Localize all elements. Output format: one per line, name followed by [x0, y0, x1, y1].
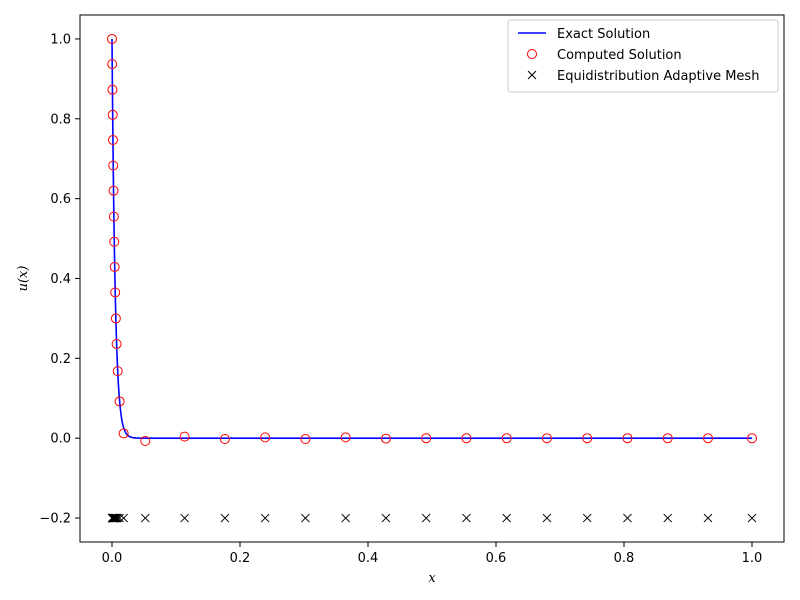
computed-point: [541, 433, 552, 444]
x-tick-label: 0.0: [102, 551, 123, 566]
computed-point: [108, 185, 119, 196]
computed-point: [107, 33, 117, 44]
computed-point: [118, 428, 129, 439]
legend: Exact Solution Computed Solution Equidis…: [507, 19, 779, 93]
x-axis-label: x: [428, 571, 436, 586]
computed-point: [662, 433, 673, 444]
computed-point: [179, 431, 190, 442]
computed-point: [421, 433, 432, 444]
mesh-point: [663, 513, 673, 523]
x-tick-label: 0.2: [230, 551, 251, 566]
legend-exact-solution-label: Exact Solution: [557, 27, 650, 42]
series-layer: [107, 33, 757, 523]
computed-point: [112, 366, 123, 377]
y-tick-label: 0.8: [50, 112, 71, 127]
plot-background: [80, 15, 784, 542]
computed-point: [461, 433, 472, 444]
x-tick-label: 0.8: [614, 551, 635, 566]
y-tick-label: 0.0: [50, 432, 71, 447]
computed-point: [109, 236, 120, 247]
x-tick-label: 0.4: [358, 551, 379, 566]
legend-computed-solution-swatch: [527, 49, 537, 59]
computed-point: [622, 433, 633, 444]
computed-point: [107, 134, 118, 145]
computed-point: [107, 84, 118, 95]
mesh-point: [301, 513, 310, 523]
mesh-point: [180, 513, 189, 523]
computed-point: [108, 211, 119, 222]
computed-point: [747, 433, 757, 444]
computed-point: [114, 396, 125, 407]
computed-point: [219, 433, 230, 444]
y-tick-label: −0.2: [39, 512, 71, 527]
computed-point: [260, 432, 271, 443]
x-tick-label: 0.6: [486, 551, 507, 566]
legend-adaptive-mesh-label: Equidistribution Adaptive Mesh: [557, 69, 759, 84]
mesh-point: [703, 513, 713, 523]
mesh-point: [542, 513, 552, 523]
mesh-point: [341, 513, 351, 523]
x-tick-label: 1.0: [742, 551, 763, 566]
y-tick-label: 1.0: [50, 32, 71, 47]
mesh-point: [462, 513, 471, 523]
axes-layer: 0.0 0.2 0.4 0.6 0.8 1.0 −0.2 0.0 0.2 0.4 0.6 0.8 1.0: [39, 32, 762, 566]
legend-box: [507, 19, 779, 93]
computed-point: [111, 338, 122, 349]
y-tick-label: 0.4: [50, 272, 71, 287]
mesh-point: [140, 513, 150, 523]
computed-point: [340, 432, 351, 443]
mesh-point: [582, 513, 592, 523]
mesh-point: [115, 513, 124, 523]
computed-point: [109, 261, 120, 272]
computed-point: [108, 160, 119, 171]
mesh-point: [421, 513, 431, 523]
computed-point: [380, 433, 391, 444]
mesh-point: [260, 513, 270, 523]
computed-point: [107, 59, 118, 70]
mesh-point: [220, 513, 230, 523]
mesh-point: [623, 513, 632, 523]
computed-point: [300, 433, 311, 444]
computed-point: [107, 109, 118, 120]
mesh-point: [112, 513, 121, 523]
mesh-point: [747, 513, 757, 523]
mesh-point: [119, 513, 129, 523]
computed-point: [110, 313, 121, 324]
legend-computed-solution-label: Computed Solution: [557, 48, 682, 63]
computed-point: [582, 433, 593, 444]
computed-point: [140, 435, 151, 446]
computed-point: [110, 287, 121, 298]
computed-point: [501, 433, 512, 444]
mesh-point: [502, 513, 512, 523]
y-axis-label: u(x): [16, 266, 31, 292]
mesh-point: [381, 513, 391, 523]
y-tick-label: 0.2: [50, 352, 71, 367]
exact-solution-line: [111, 38, 752, 439]
computed-point: [702, 433, 713, 444]
y-tick-label: 0.6: [50, 192, 71, 207]
mesh-point: [111, 513, 121, 523]
legend-adaptive-mesh-swatch: [527, 70, 537, 80]
